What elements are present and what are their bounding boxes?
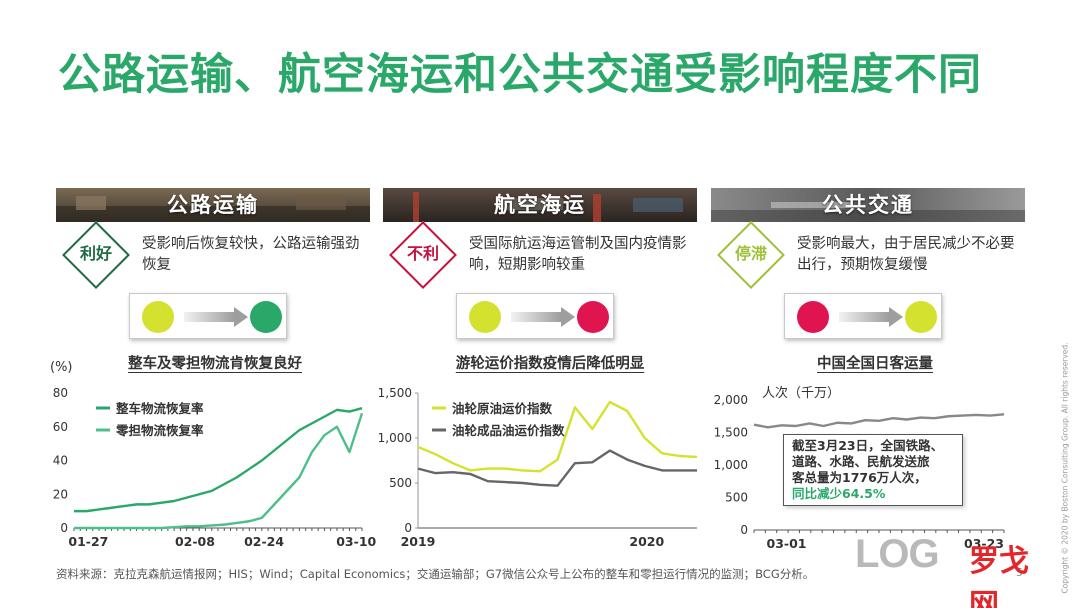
yellow-green-light-icon — [469, 301, 501, 333]
header-photo — [383, 188, 697, 222]
x-tick-label: 2019 — [401, 534, 436, 549]
y-tick-label: 80 — [53, 386, 68, 400]
y-tick-label: 1,500 — [714, 426, 748, 440]
verdict-text: 受影响后恢复较快，公路运输强劲恢复 — [142, 236, 360, 273]
x-tick-label: 02-24 — [244, 534, 284, 549]
chart-title-air-sea: 游轮运价指数疫情后降低明显 — [455, 356, 645, 372]
yellow-green-light-icon — [142, 301, 174, 333]
x-tick-label: 02-08 — [175, 534, 215, 549]
arrow-right-icon — [839, 312, 889, 322]
panel-header-title: 公路运输 — [167, 193, 259, 217]
slide-title: 公路运输、航空海运和公共交通受影响程度不同 — [58, 50, 982, 100]
legend-label: 零担物流恢复率 — [115, 423, 204, 438]
verdict-row: 利好 受影响后恢复较快，公路运输强劲恢复 — [56, 221, 370, 289]
arrow-right-icon — [511, 312, 561, 322]
panel-header-title: 航空海运 — [494, 193, 586, 217]
chart-title-road: 整车及零担物流肯恢复良好 — [128, 356, 302, 372]
chart3-unit-label: 人次（千万） — [762, 386, 841, 401]
watermark-latin: LOG — [855, 532, 940, 576]
annotation-line: 截至3月23日，全国铁路、 — [792, 438, 944, 453]
badge-label: 利好 — [79, 244, 112, 263]
arrow-right-icon — [184, 312, 234, 322]
yellow-green-light-icon — [905, 301, 937, 333]
x-tick-label: 03-01 — [767, 536, 807, 551]
verdict-row: 不利 受国际航运海运管制及国内疫情影响，短期影响较重 — [383, 221, 697, 289]
y-tick-label: 1,500 — [378, 386, 412, 400]
y-tick-label: 0 — [404, 521, 412, 535]
source-note: 资料来源：克拉克森航运情报网；HIS；Wind；Capital Economic… — [56, 567, 815, 581]
panel-road: 公路运输 利好 受影响后恢复较快，公路运输强劲恢复 — [56, 188, 370, 289]
header-photo — [56, 188, 370, 222]
legend-label: 油轮成品油运价指数 — [452, 423, 565, 438]
chart-daily-passengers: 0 500 1,000 1,500 2,000 03-01 03-23 — [714, 393, 1005, 551]
chart3-annotation: 截至3月23日，全国铁路、 道路、水路、民航发送旅 客总量为1776万人次， 同… — [783, 434, 963, 506]
red-light-icon — [797, 301, 829, 333]
panel-air-sea: 航空海运 不利 受国际航运海运管制及国内疫情影响，短期影响较重 — [383, 188, 697, 289]
watermark-chinese: 罗戈网 — [969, 544, 1029, 608]
legend-label: 油轮原油运价指数 — [452, 401, 553, 416]
x-tick-label: 03-10 — [336, 534, 376, 549]
copyright-text: Copyright © 2020 by Boston Consulting Gr… — [1060, 342, 1070, 594]
y-tick-label: 60 — [53, 420, 68, 434]
header-photo — [711, 188, 1025, 222]
y-tick-label: 20 — [53, 487, 68, 501]
arrow-right-icon-head — [561, 307, 575, 327]
status-lights-public-transit — [784, 293, 942, 339]
x-tick-label: 01-27 — [68, 534, 108, 549]
series-line-0 — [74, 407, 363, 513]
y-tick-label: 0 — [740, 523, 748, 537]
panel-header-title: 公共交通 — [822, 193, 914, 217]
status-lights-road — [129, 293, 287, 339]
arrow-right-icon-head — [889, 307, 903, 327]
chart1-unit-label: (%) — [50, 360, 73, 375]
legend-label: 整车物流恢复率 — [116, 401, 204, 416]
copyright-notice: Copyright © 2020 by Boston Consulting Gr… — [1058, 342, 1072, 593]
panel-public-transit: 公共交通 停滞 受影响最大，由于居民减少不必要出行，预期恢复缓慢 — [711, 188, 1025, 289]
y-tick-label: 500 — [725, 491, 748, 505]
arrow-right-icon-head — [234, 307, 248, 327]
verdict-text: 受国际航运海运管制及国内疫情影响，短期影响较重 — [469, 236, 687, 273]
annotation-line: 道路、水路、民航发送旅 — [792, 454, 930, 469]
badge-label: 不利 — [406, 244, 439, 263]
y-tick-label: 0 — [60, 521, 68, 535]
chart-title-public-transit: 中国全国日客运量 — [817, 356, 933, 372]
panel-header: 航空海运 — [383, 188, 697, 222]
y-tick-label: 40 — [53, 454, 68, 468]
verdict-text: 受影响最大，由于居民减少不必要出行，预期恢复缓慢 — [797, 236, 1015, 273]
badge-label: 停滞 — [734, 244, 767, 263]
y-tick-label: 500 — [389, 476, 412, 490]
y-tick-label: 2,000 — [714, 393, 748, 407]
panel-header: 公路运输 — [56, 188, 370, 222]
green-light-icon — [250, 301, 282, 333]
x-tick-label: 2020 — [629, 534, 664, 549]
x-tick-label: 03-23 — [964, 536, 1004, 551]
verdict-row: 停滞 受影响最大，由于居民减少不必要出行，预期恢复缓慢 — [711, 221, 1025, 289]
y-tick-label: 1,000 — [714, 458, 748, 472]
watermark-logo: LOG 罗戈网 — [855, 532, 1055, 608]
annotation-line: 客总量为1776万人次， — [792, 470, 927, 485]
panel-header: 公共交通 — [711, 188, 1025, 222]
red-light-icon — [577, 301, 609, 333]
y-tick-label: 1,000 — [378, 431, 412, 445]
annotation-highlight: 同比减少64.5% — [792, 486, 886, 501]
status-lights-air-sea — [456, 293, 614, 339]
page-number: 5 — [1016, 566, 1023, 579]
series-line-1 — [74, 412, 364, 530]
chart-road-recovery: 0 20 40 60 80 01-27 02-08 02-24 03-10 整车物流恢复率零担物流… — [53, 386, 377, 549]
